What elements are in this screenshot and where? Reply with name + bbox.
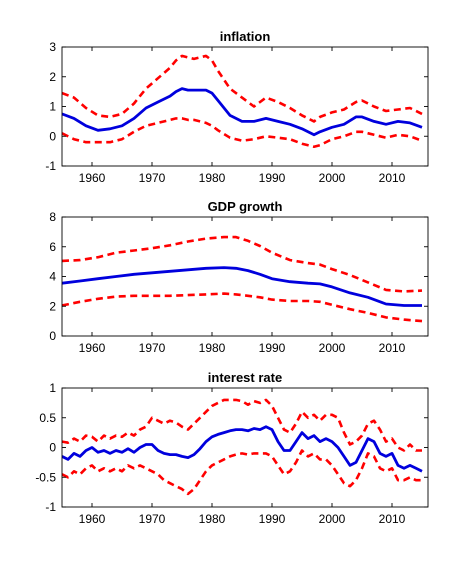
y-tick-label: 8 [49,210,56,224]
chart-panel-2: GDP growth 1960 1970 1980 1990 2000 2010 0 2 4 6 8 [49,199,429,355]
y-tick-label: 0 [49,441,56,455]
x-tick-label: 2000 [319,171,346,185]
x-tick-label: 1960 [79,341,106,355]
series-line-estimate [62,425,423,473]
y-tick-label: -1 [45,159,56,173]
series-line-lower-band [62,292,423,323]
x-tick-label: 1980 [199,512,226,526]
y-tick-label: -1 [45,500,56,514]
x-tick-label: 1960 [79,171,106,185]
y-tick-label: 1 [49,100,56,114]
x-tick-label: 2010 [379,341,406,355]
x-tick-label: 1970 [139,512,166,526]
x-tick-label: 1970 [139,171,166,185]
chart-title: GDP growth [208,199,283,214]
series-line-estimate [62,266,422,307]
x-tick-label: 2000 [319,512,346,526]
x-tick-label: 2010 [379,512,406,526]
y-tick-label: 2 [49,70,56,84]
series-line-upper-band [62,54,423,123]
y-tick-label: 4 [49,270,56,284]
series-line-lower-band [62,449,422,496]
y-tick-label: 0 [49,329,56,343]
x-tick-label: 1990 [259,341,286,355]
chart-title: interest rate [208,370,282,385]
x-tick-label: 1990 [259,171,286,185]
chart-title: inflation [220,29,271,44]
chart-panel-3: interest rate 1960 1970 1980 1990 2000 2010 -1 -… [35,370,429,526]
series-line-upper-band [62,398,422,452]
series-line-estimate [62,87,423,137]
x-tick-label: 1960 [79,512,106,526]
series-line-upper-band [62,235,423,293]
y-tick-label: 2 [49,299,56,313]
y-tick-label: -0.5 [35,470,56,484]
y-tick-label: 6 [49,240,56,254]
chart-panel-1: inflation 1960 1970 1980 1990 2000 2010 -1 0 1 2 3 [45,29,429,185]
x-tick-label: 2000 [319,341,346,355]
y-tick-label: 3 [49,40,56,54]
series-line-lower-band [62,117,423,148]
x-tick-label: 1980 [199,341,226,355]
x-tick-label: 1980 [199,171,226,185]
x-tick-label: 1970 [139,341,166,355]
x-tick-label: 1990 [259,512,286,526]
plot-frame [61,387,429,508]
x-tick-label: 2010 [379,171,406,185]
y-tick-label: 1 [49,381,56,395]
y-tick-label: 0.5 [39,411,56,425]
y-tick-label: 0 [49,129,56,143]
